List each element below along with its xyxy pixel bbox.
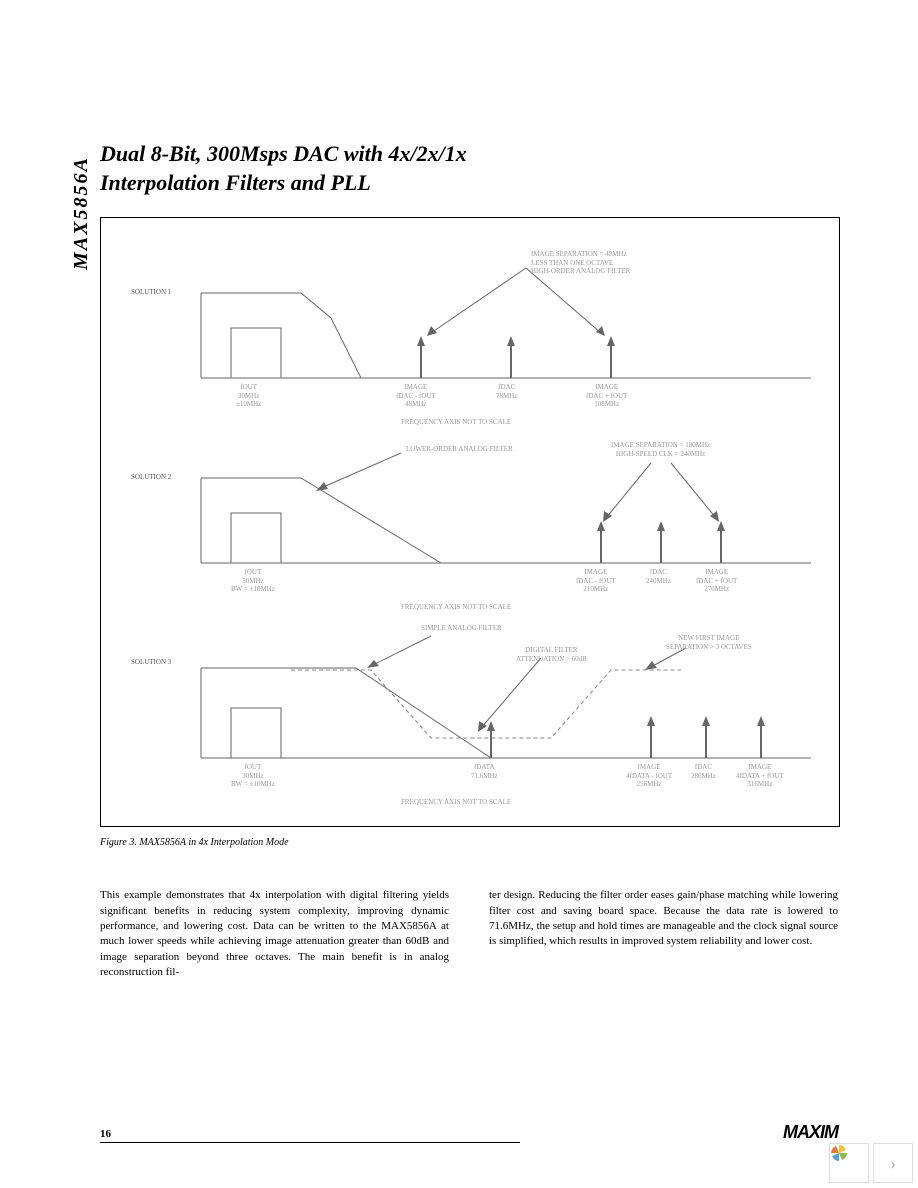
s3-freq-axis: FREQUENCY AXIS NOT TO SCALE: [401, 798, 511, 806]
s2-anno-left: LOWER-ORDER ANALOG FILTER: [406, 445, 513, 453]
maxim-logo: MAXIM: [783, 1122, 838, 1143]
page-title: Dual 8-Bit, 300Msps DAC with 4x/2x/1x In…: [100, 140, 838, 197]
s1-x1: fOUT 30MHz ±10MHz: [236, 383, 261, 408]
s2-anno-right: IMAGE SEPARATION = 180MHz HIGH-SPEED CLK…: [611, 441, 710, 458]
figure-caption: Figure 3. MAX5856A in 4x Interpolation M…: [100, 837, 838, 848]
s1-annotation: IMAGE SEPARATION = 48MHz LESS THAN ONE O…: [531, 250, 630, 275]
s3-x5: IMAGE 4fDATA + fOUT 316MHz: [736, 763, 784, 788]
page-number: 16: [100, 1128, 520, 1143]
pinwheel-icon: [829, 1143, 849, 1163]
s3-x3: IMAGE 4fDATA - fOUT 256MHz: [626, 763, 672, 788]
body-column-1: This example demonstrates that 4x interp…: [100, 888, 449, 980]
figure-container: SOLUTION 1 IMAGE SEPARATION = 48MHz LESS…: [100, 217, 840, 827]
page-footer: 16 MAXIM: [100, 1122, 838, 1143]
next-page-button[interactable]: ›: [873, 1143, 913, 1183]
chevron-right-icon: ›: [890, 1153, 896, 1174]
solution-1-svg: [121, 258, 821, 428]
s2-freq-axis: FREQUENCY AXIS NOT TO SCALE: [401, 603, 511, 611]
s2-x4: IMAGE fDAC + fOUT 270MHz: [696, 568, 737, 593]
s3-anno-simple: SIMPLE ANALOG FILTER: [421, 624, 502, 632]
diagram-solution-2: SOLUTION 2 LOWER-ORDER ANALOG FILTER IMA…: [121, 443, 821, 613]
title-line2: Interpolation Filters and PLL: [100, 170, 371, 195]
s1-freq-axis: FREQUENCY AXIS NOT TO SCALE: [401, 418, 511, 426]
diagram-solution-3: SOLUTION 3 SIMPLE ANALOG: [121, 628, 821, 808]
body-column-2: ter design. Reducing the filter order ea…: [489, 888, 838, 980]
s2-x1: fOUT 30MHz BW = ±10MHz: [231, 568, 275, 593]
s3-anno-new: NEW FIRST IMAGE SEPARATION > 3 OCTAVES: [666, 634, 752, 651]
s3-x1: fOUT 30MHz BW = ±10MHz: [231, 763, 275, 788]
title-line1: Dual 8-Bit, 300Msps DAC with 4x/2x/1x: [100, 141, 467, 166]
diagram-solution-1: SOLUTION 1 IMAGE SEPARATION = 48MHz LESS…: [121, 258, 821, 428]
s1-x3: fDAC 78MHz: [496, 383, 517, 400]
s3-x2: fDATA 71.6MHz: [471, 763, 498, 780]
s1-x4: IMAGE fDAC + fOUT 108MHz: [586, 383, 627, 408]
s1-x2: IMAGE fDAC - fOUT 48MHz: [396, 383, 436, 408]
part-number-sidebar: MAX5856A: [70, 156, 93, 270]
s2-x3: fDAC 240MHz: [646, 568, 671, 585]
body-text: This example demonstrates that 4x interp…: [100, 888, 838, 980]
solution-3-svg: [121, 628, 821, 808]
s2-x2: IMAGE fDAC - fOUT 210MHz: [576, 568, 616, 593]
thumbnail-preview[interactable]: [829, 1143, 869, 1183]
s3-anno-digital: DIGITAL FILTER ATTENUATION > 60dB: [516, 646, 587, 663]
s3-x4: fDAC 286MHz: [691, 763, 716, 780]
thumbnail-navigation: ›: [829, 1143, 913, 1183]
